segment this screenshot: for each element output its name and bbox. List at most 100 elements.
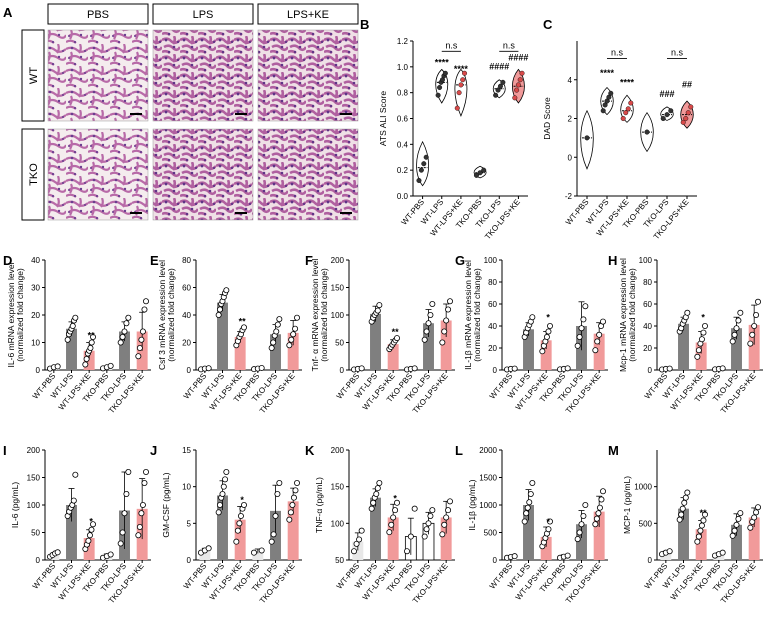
data-point [600, 488, 607, 495]
data-point [497, 83, 503, 89]
data-point [545, 328, 552, 335]
y-tick-label: 10 [31, 339, 40, 348]
data-point [580, 513, 587, 520]
data-point [54, 549, 61, 556]
data-point [666, 548, 673, 555]
column-header-box [152, 3, 254, 25]
data-point [682, 494, 689, 501]
data-point [511, 365, 518, 372]
significance-mark: **** [600, 68, 615, 78]
comparison-label: n.s [671, 47, 684, 57]
y-tick-label: 0.0 [397, 192, 409, 201]
data-point [373, 490, 380, 497]
data-point [447, 298, 454, 305]
bar [370, 497, 381, 560]
data-point [694, 538, 701, 545]
data-point [447, 498, 454, 505]
data-point [735, 317, 742, 324]
row-header-2: TKO [28, 163, 40, 186]
significance-mark: * [240, 495, 244, 505]
bar [540, 536, 552, 560]
data-point [423, 154, 429, 160]
significance-mark: #### [489, 61, 509, 71]
data-point [578, 325, 585, 332]
histology-panel: A PBS LPS LPS+KE WT TKO [3, 3, 359, 221]
y-tick-label: 200 [331, 446, 345, 455]
panel-label: K [305, 443, 315, 458]
y-tick-label: 50 [335, 556, 344, 565]
data-point [376, 302, 383, 309]
data-point [390, 514, 397, 521]
data-point [600, 108, 606, 114]
histology-image [152, 29, 254, 122]
data-point [515, 82, 521, 88]
y-tick-label: 5 [187, 519, 192, 528]
data-point [684, 489, 691, 496]
data-point [445, 306, 452, 313]
data-point [735, 515, 742, 522]
data-point [135, 353, 142, 360]
y-axis-label: IL-6 mRNA expression level [6, 262, 16, 367]
y-tick-label: 1000 [634, 483, 652, 492]
data-point [678, 511, 685, 518]
data-point [407, 533, 414, 540]
data-point [87, 344, 94, 351]
data-point [429, 300, 436, 307]
y-tick-label: 150 [331, 284, 345, 293]
panel-label-a: A [3, 5, 13, 20]
data-point [286, 516, 293, 523]
data-point [443, 317, 450, 324]
data-point [529, 314, 536, 321]
data-point [500, 79, 506, 85]
data-point [545, 526, 552, 533]
data-point [697, 527, 704, 534]
bar [234, 519, 246, 560]
data-point [576, 529, 583, 536]
chart-L: 0500100015002000WT-PBSWT-LPSWT-LPS+KETKO… [455, 443, 608, 605]
data-point [435, 92, 441, 98]
panel-label: I [3, 443, 7, 458]
data-point [125, 314, 132, 321]
bar [352, 541, 364, 560]
data-point [733, 325, 740, 332]
data-point [141, 479, 148, 486]
data-point [88, 526, 95, 533]
data-point [290, 494, 297, 501]
data-point [749, 331, 756, 338]
data-point [143, 468, 150, 475]
y-axis-label: TNF-α (pg/mL) [314, 477, 324, 533]
data-point [529, 479, 536, 486]
data-point [356, 536, 363, 543]
data-point [423, 328, 430, 335]
data-point [418, 167, 424, 173]
data-point [584, 135, 590, 141]
bar [370, 313, 381, 370]
data-point [237, 513, 244, 520]
data-point [292, 487, 299, 494]
y-axis-label: Csf 3 mRNA expression level [157, 260, 167, 370]
data-point [250, 549, 257, 556]
data-point [54, 363, 61, 370]
data-point [143, 298, 150, 305]
y-tick-label: 0.4 [397, 140, 409, 149]
data-point [223, 287, 230, 294]
data-point [521, 518, 528, 525]
data-point [276, 316, 283, 323]
data-point [576, 333, 583, 340]
data-point [241, 501, 248, 508]
y-tick-label: 20 [488, 344, 497, 353]
bar [252, 551, 264, 560]
data-point [421, 161, 427, 167]
data-point [477, 170, 483, 176]
data-point [90, 521, 97, 528]
data-point [683, 115, 689, 121]
y-tick-label: 500 [484, 529, 498, 538]
data-point [205, 545, 212, 552]
significance-mark: ** [88, 330, 96, 340]
row-header-box [21, 128, 45, 221]
data-point [596, 331, 603, 338]
data-point [83, 355, 90, 362]
y-tick-label: 0 [648, 556, 653, 565]
significance-mark: * [393, 493, 397, 503]
data-point [481, 167, 487, 173]
